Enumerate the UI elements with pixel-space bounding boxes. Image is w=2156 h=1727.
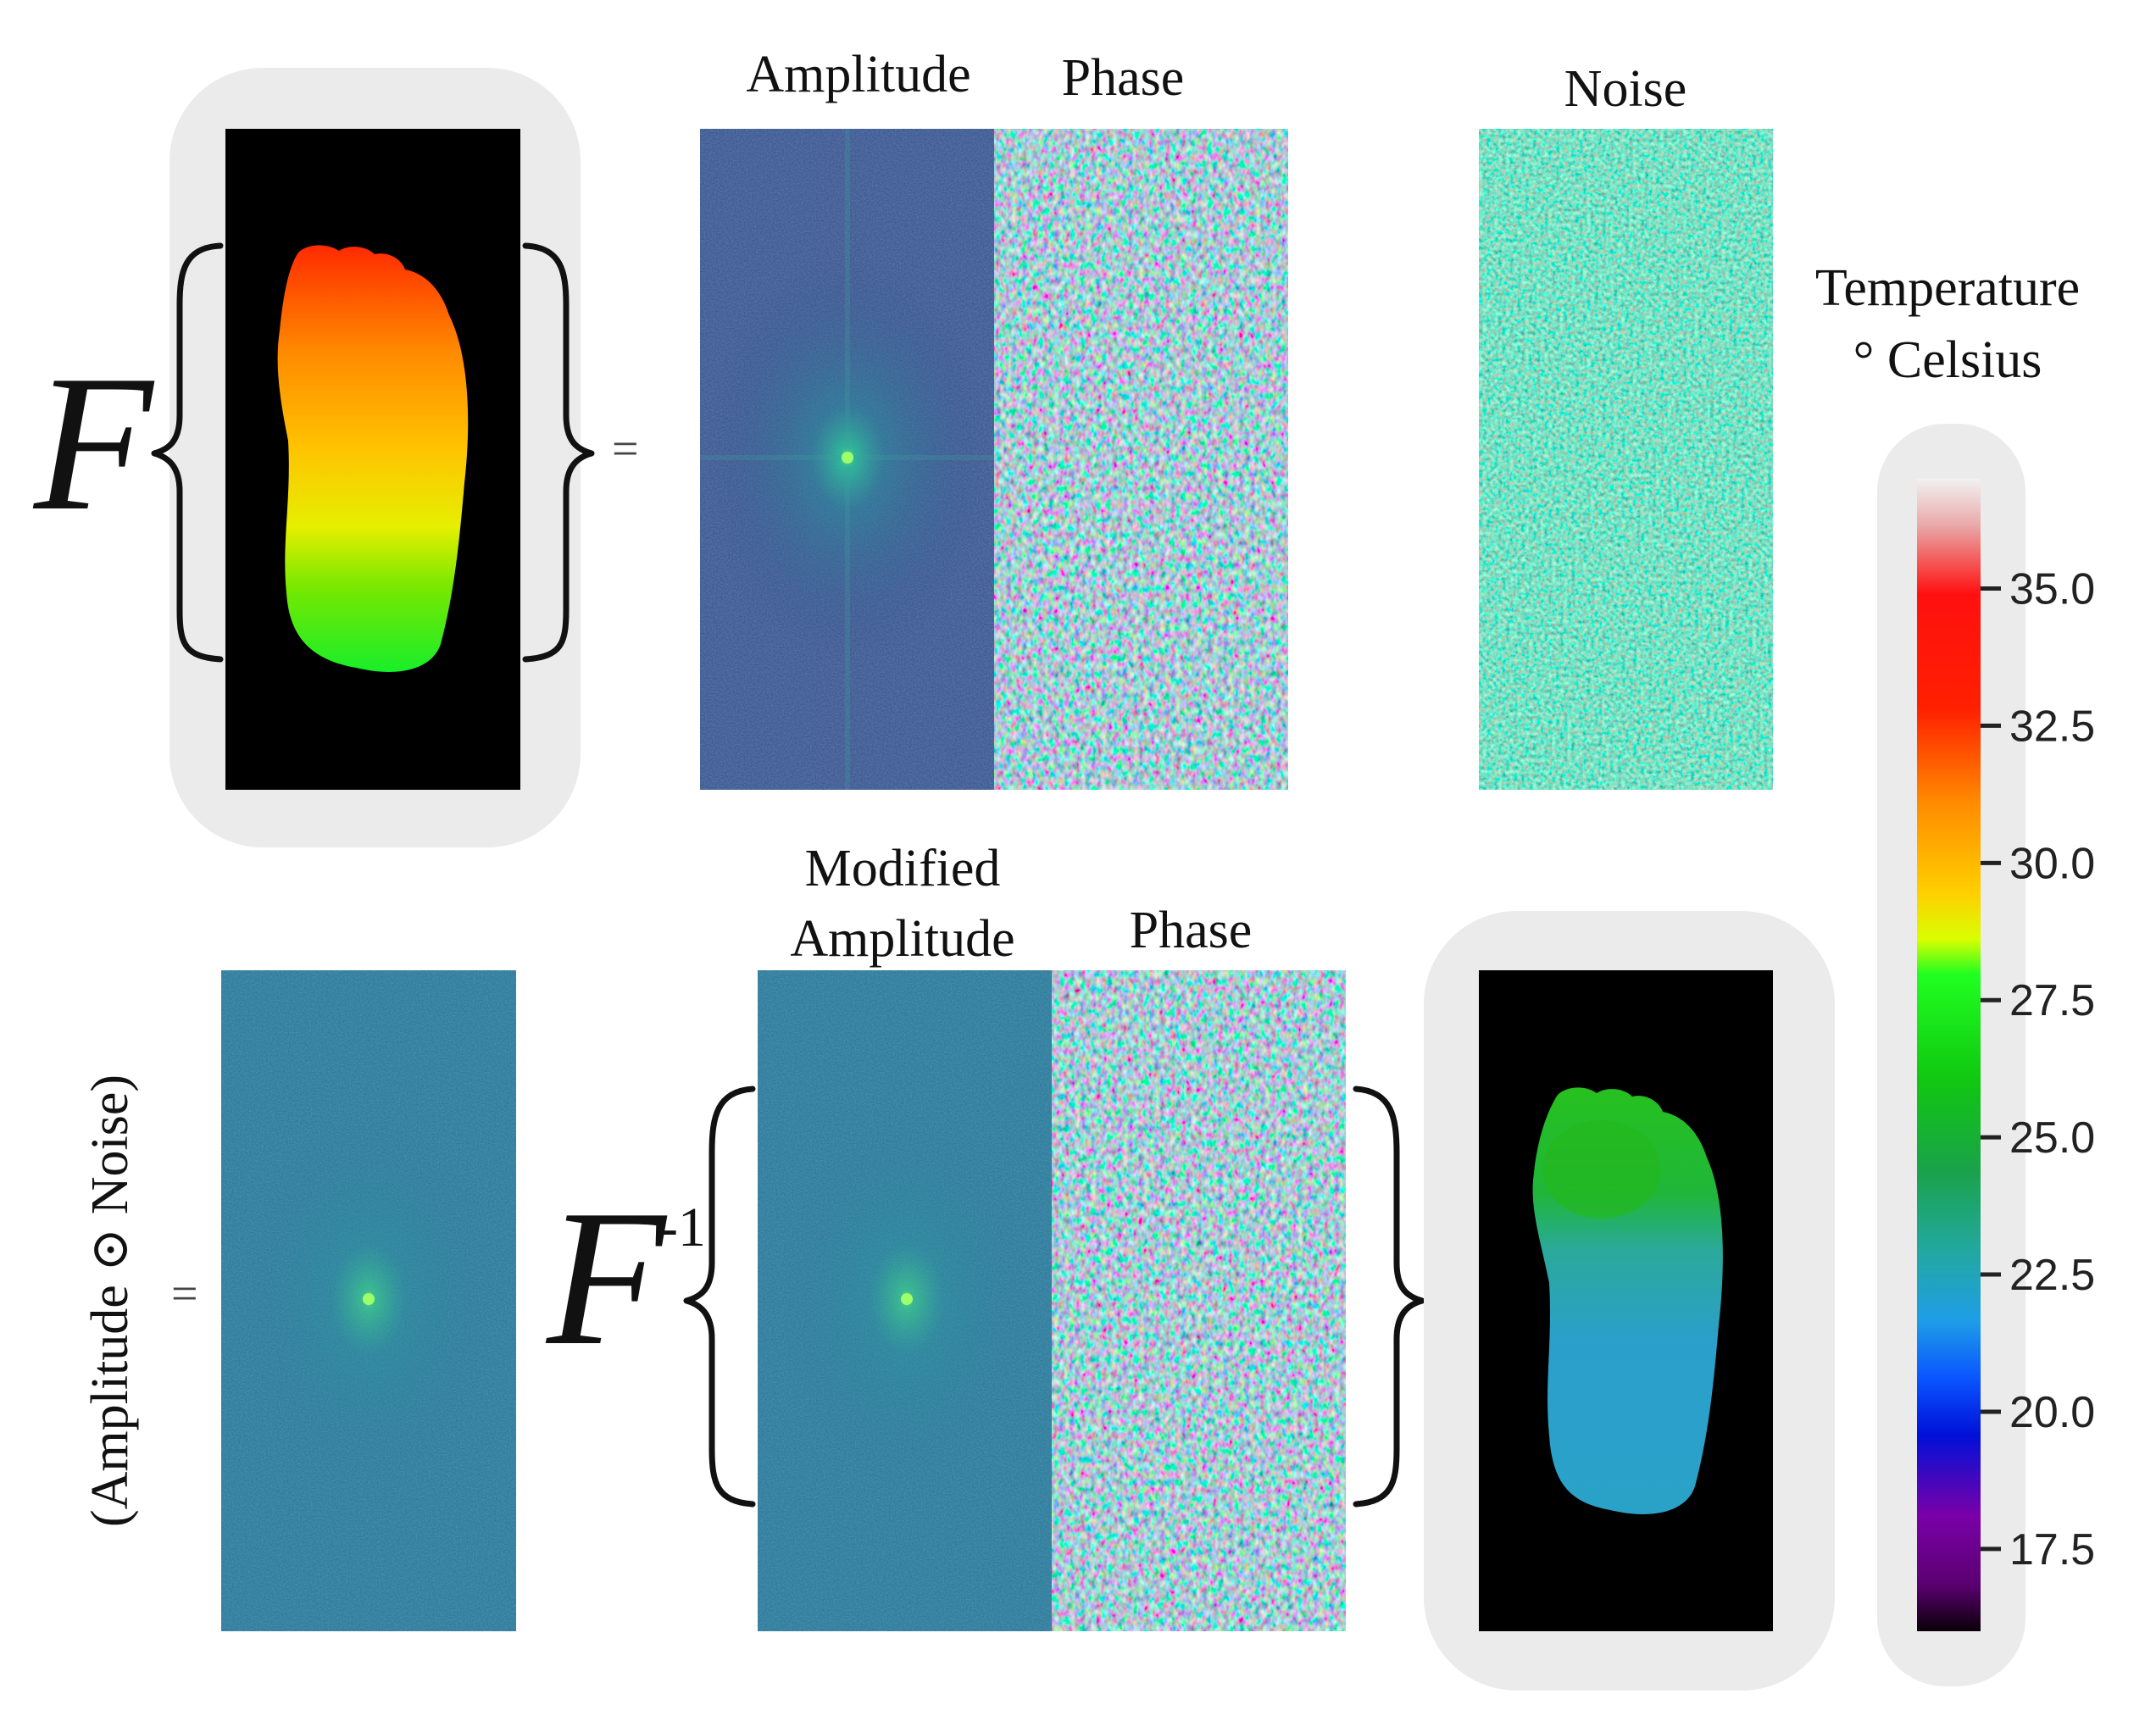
phase-label-top: Phase bbox=[1062, 49, 1185, 107]
amplitude-spectrum bbox=[700, 129, 994, 790]
input-thermogram bbox=[169, 68, 581, 847]
colorbar-tick-label: 20.0 bbox=[2009, 1388, 2095, 1437]
noise-label: Noise bbox=[1564, 60, 1687, 118]
output-thermogram bbox=[1424, 911, 1835, 1691]
amplitude-label: Amplitude bbox=[746, 46, 970, 103]
noise-panel bbox=[1479, 129, 1773, 790]
colorbar-ticks: 35.0 32.5 30.0 27.5 25.0 22.5 20.0 17.5 bbox=[1981, 565, 2095, 1574]
colorbar-tick-label: 30.0 bbox=[2009, 839, 2095, 888]
modified-label-line1: Modified bbox=[805, 840, 1001, 897]
colorbar-tick-label: 17.5 bbox=[2009, 1525, 2095, 1574]
colorbar-tick-label: 35.0 bbox=[2009, 565, 2095, 614]
colorbar-tick-label: 22.5 bbox=[2009, 1251, 2095, 1300]
colorbar-title-line1: Temperature bbox=[1815, 259, 2080, 317]
equals-sign-bottom-left: = bbox=[171, 1268, 198, 1320]
temperature-colorbar: 35.0 32.5 30.0 27.5 25.0 22.5 20.0 17.5 bbox=[1877, 424, 2095, 1686]
phase-label-bottom: Phase bbox=[1130, 902, 1253, 959]
colorbar-tick-label: 32.5 bbox=[2009, 702, 2095, 751]
fourier-operator: F bbox=[32, 335, 155, 551]
inverse-fourier-operator: F bbox=[545, 1169, 668, 1385]
amplitude-noise-spectrum bbox=[221, 970, 516, 1631]
phase-spectrum-bottom bbox=[1052, 970, 1346, 1631]
colorbar-tick-label: 25.0 bbox=[2009, 1113, 2095, 1163]
hot-foot-shape bbox=[277, 245, 469, 672]
left-brace-top bbox=[151, 242, 224, 663]
amplitude-noise-product-label: (Amplitude ⊙ Noise) bbox=[81, 1075, 139, 1527]
phase-spectrum-top bbox=[994, 129, 1288, 790]
inverse-exponent: -1 bbox=[659, 1197, 706, 1258]
colorbar-gradient bbox=[1917, 479, 1981, 1631]
left-brace-bottom bbox=[683, 1086, 756, 1508]
right-brace-top bbox=[522, 242, 595, 663]
equals-sign-top: = bbox=[612, 423, 639, 475]
modified-label-line2: Amplitude bbox=[790, 910, 1014, 968]
right-brace-bottom bbox=[1353, 1086, 1425, 1508]
cool-foot-warm-patch bbox=[1542, 1120, 1661, 1219]
colorbar-tick-label: 27.5 bbox=[2009, 976, 2095, 1025]
modified-amplitude-spectrum bbox=[758, 970, 1052, 1631]
colorbar-title-line2: ° Celsius bbox=[1853, 331, 2042, 389]
